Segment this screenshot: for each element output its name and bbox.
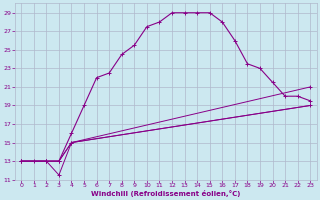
X-axis label: Windchill (Refroidissement éolien,°C): Windchill (Refroidissement éolien,°C)	[91, 190, 240, 197]
